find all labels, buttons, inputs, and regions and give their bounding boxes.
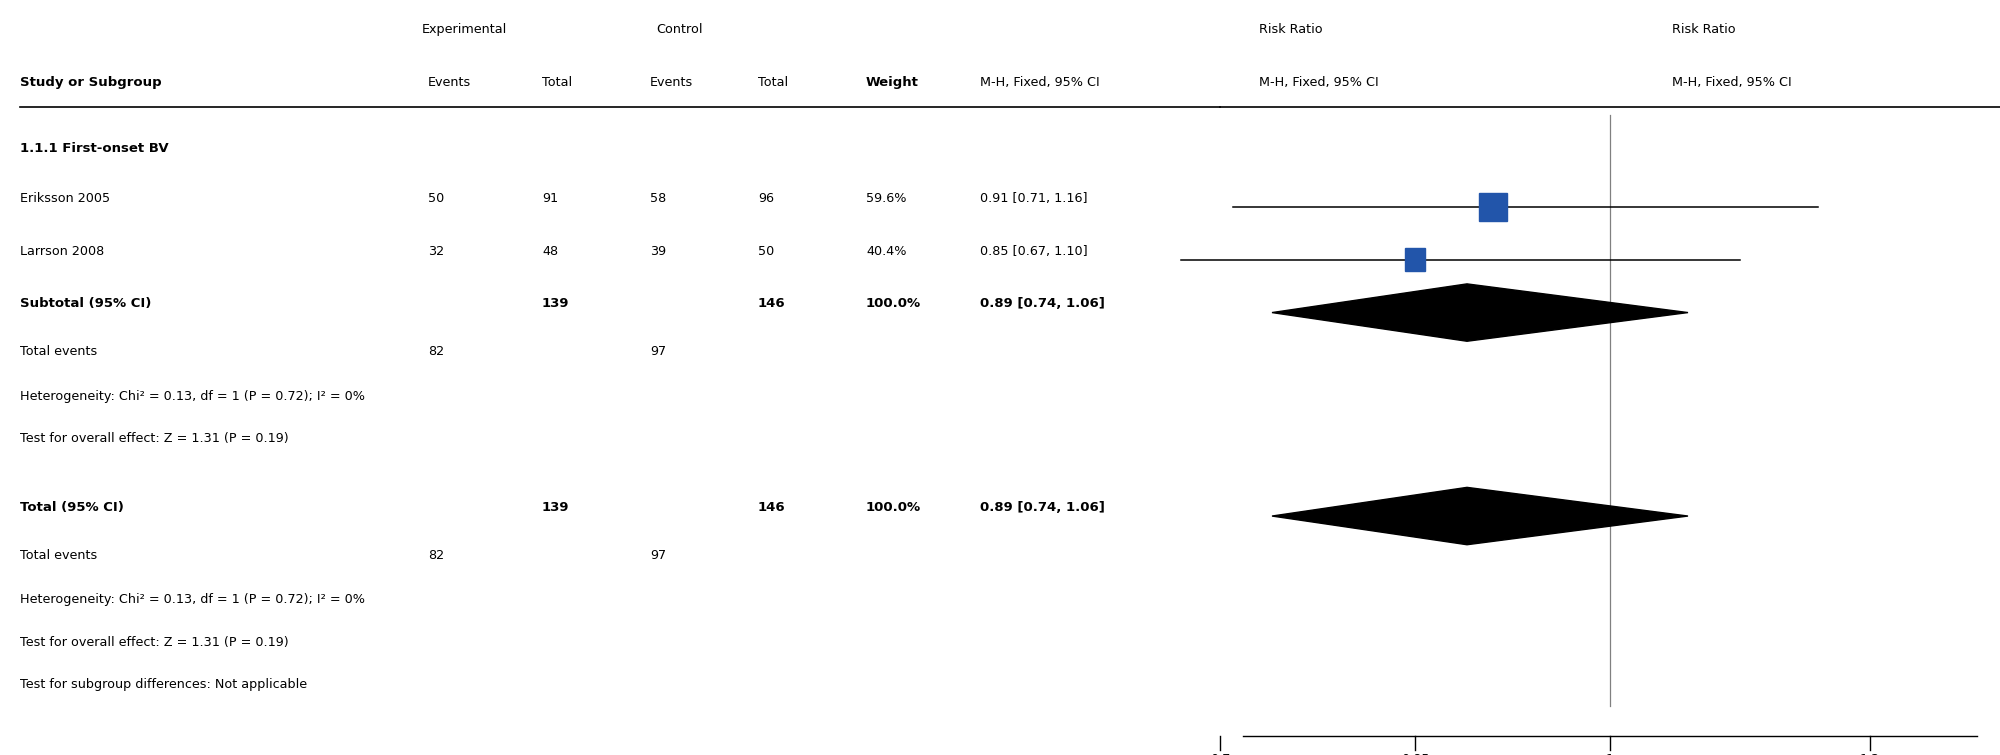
Text: Events: Events	[428, 76, 472, 88]
Text: Eriksson 2005: Eriksson 2005	[20, 192, 110, 205]
Text: Experimental: Experimental	[422, 23, 508, 35]
Polygon shape	[1272, 284, 1688, 341]
Text: 0.85: 0.85	[1400, 753, 1430, 755]
Text: Risk Ratio: Risk Ratio	[1672, 23, 1736, 35]
Text: 48: 48	[542, 245, 558, 257]
Bar	[1404, 248, 1426, 271]
Text: Total: Total	[758, 76, 788, 88]
Text: M-H, Fixed, 95% CI: M-H, Fixed, 95% CI	[1260, 76, 1378, 88]
Text: 0.91 [0.71, 1.16]: 0.91 [0.71, 1.16]	[980, 192, 1088, 205]
Text: 97: 97	[650, 345, 666, 358]
Text: Test for overall effect: Z = 1.31 (P = 0.19): Test for overall effect: Z = 1.31 (P = 0…	[20, 432, 288, 445]
Text: 50: 50	[758, 245, 774, 257]
Text: 91: 91	[542, 192, 558, 205]
Text: 146: 146	[758, 297, 786, 310]
Text: 139: 139	[542, 501, 570, 514]
Text: Heterogeneity: Chi² = 0.13, df = 1 (P = 0.72); I² = 0%: Heterogeneity: Chi² = 0.13, df = 1 (P = …	[20, 593, 364, 606]
Text: 96: 96	[758, 192, 774, 205]
Text: 100.0%: 100.0%	[866, 501, 922, 514]
Text: Test for overall effect: Z = 1.31 (P = 0.19): Test for overall effect: Z = 1.31 (P = 0…	[20, 636, 288, 649]
Text: Subtotal (95% CI): Subtotal (95% CI)	[20, 297, 152, 310]
Text: Heterogeneity: Chi² = 0.13, df = 1 (P = 0.72); I² = 0%: Heterogeneity: Chi² = 0.13, df = 1 (P = …	[20, 390, 364, 403]
Text: Weight: Weight	[866, 76, 918, 88]
Text: 100.0%: 100.0%	[866, 297, 922, 310]
Text: 1.1.1 First-onset BV: 1.1.1 First-onset BV	[20, 142, 168, 155]
Polygon shape	[1272, 488, 1688, 545]
Text: 0.89 [0.74, 1.06]: 0.89 [0.74, 1.06]	[980, 501, 1104, 514]
Text: 146: 146	[758, 501, 786, 514]
Text: Risk Ratio: Risk Ratio	[1260, 23, 1322, 35]
Text: Total (95% CI): Total (95% CI)	[20, 501, 124, 514]
Text: 82: 82	[428, 345, 444, 358]
Text: Total events: Total events	[20, 345, 98, 358]
Text: Total: Total	[542, 76, 572, 88]
Text: Control: Control	[656, 23, 702, 35]
Text: 40.4%: 40.4%	[866, 245, 906, 257]
Text: 1.2: 1.2	[1860, 753, 1880, 755]
Text: 59.6%: 59.6%	[866, 192, 906, 205]
Text: Total events: Total events	[20, 548, 98, 562]
Text: 97: 97	[650, 548, 666, 562]
Text: Larrson 2008: Larrson 2008	[20, 245, 104, 257]
Text: 50: 50	[428, 192, 444, 205]
Text: 82: 82	[428, 548, 444, 562]
Text: Events: Events	[650, 76, 694, 88]
Bar	[1478, 193, 1508, 221]
Text: 1: 1	[1606, 753, 1614, 755]
Text: 139: 139	[542, 297, 570, 310]
Text: 39: 39	[650, 245, 666, 257]
Text: Study or Subgroup: Study or Subgroup	[20, 76, 162, 88]
Text: M-H, Fixed, 95% CI: M-H, Fixed, 95% CI	[1672, 76, 1792, 88]
Text: M-H, Fixed, 95% CI: M-H, Fixed, 95% CI	[980, 76, 1100, 88]
Text: 0.85 [0.67, 1.10]: 0.85 [0.67, 1.10]	[980, 245, 1088, 257]
Text: 0.7: 0.7	[1210, 753, 1230, 755]
Text: Test for subgroup differences: Not applicable: Test for subgroup differences: Not appli…	[20, 678, 308, 691]
Text: 0.89 [0.74, 1.06]: 0.89 [0.74, 1.06]	[980, 297, 1104, 310]
Text: 32: 32	[428, 245, 444, 257]
Text: 58: 58	[650, 192, 666, 205]
